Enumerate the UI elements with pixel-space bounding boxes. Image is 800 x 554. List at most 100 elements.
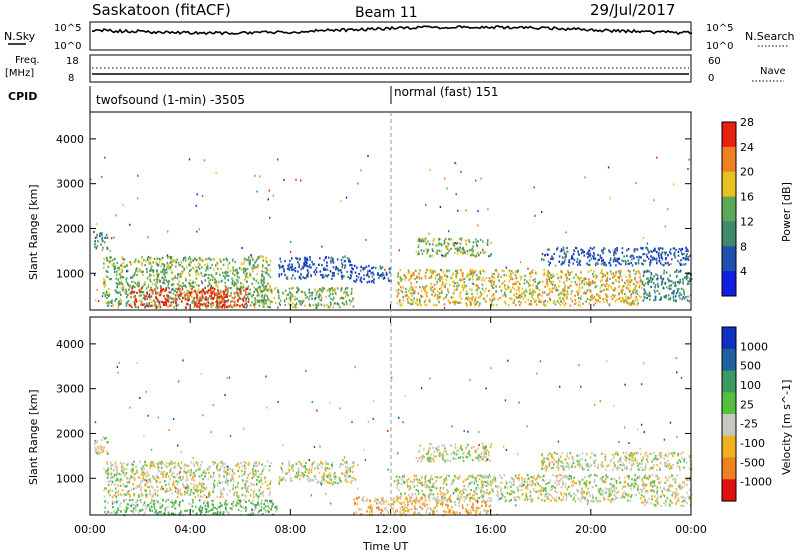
power-cell — [673, 253, 676, 256]
power-cell — [454, 251, 456, 255]
velocity-cell — [119, 504, 121, 507]
power-cell — [647, 294, 650, 298]
power-cell — [147, 295, 150, 298]
power-cell — [451, 301, 454, 304]
power-cell — [204, 298, 206, 301]
power-cell — [443, 274, 446, 277]
power-cell — [539, 300, 541, 303]
freq-tick-top: 18 — [66, 56, 79, 67]
power-cell — [342, 291, 345, 294]
power-cell — [227, 287, 229, 290]
velocity-cell — [243, 473, 245, 476]
power-cell — [305, 260, 308, 263]
power-cell — [328, 306, 331, 309]
power-cell — [314, 297, 316, 300]
power-cell — [298, 300, 300, 303]
power-colorbar-swatch — [722, 122, 736, 148]
velocity-cell — [131, 470, 133, 473]
power-cell — [149, 280, 152, 283]
power-speckle — [475, 179, 477, 182]
power-cell — [656, 274, 659, 277]
power-cell — [675, 248, 677, 251]
velocity-cell — [324, 469, 327, 472]
power-cell — [196, 269, 198, 272]
power-cell — [516, 289, 518, 292]
power-cell — [523, 282, 526, 285]
velocity-cell — [233, 480, 235, 483]
velocity-cell — [111, 496, 114, 499]
power-cell — [345, 286, 347, 289]
power-cell — [341, 287, 343, 290]
velocity-cell — [104, 500, 106, 503]
power-cell — [114, 289, 117, 292]
power-speckle — [111, 237, 113, 240]
power-cell — [246, 272, 248, 275]
power-cell — [172, 301, 174, 304]
power-cell — [447, 242, 450, 246]
power-cell — [196, 283, 198, 287]
power-cell — [93, 230, 95, 234]
power-cell — [136, 291, 138, 294]
velocity-cell — [472, 503, 475, 506]
power-cell — [163, 282, 166, 285]
power-cell — [287, 293, 289, 296]
power-cell — [350, 270, 353, 273]
power-cell — [117, 306, 119, 309]
power-cell — [101, 239, 104, 242]
power-cell — [438, 249, 440, 252]
power-cell — [572, 262, 574, 265]
power-cell — [445, 296, 447, 299]
velocity-cell — [374, 497, 377, 500]
power-cell — [210, 294, 213, 297]
power-speckle — [147, 236, 149, 239]
power-cell — [406, 299, 409, 302]
power-speckle — [135, 258, 137, 261]
power-cell — [626, 279, 628, 282]
power-cell — [513, 287, 515, 290]
power-cell — [544, 285, 546, 288]
velocity-cell — [252, 473, 255, 476]
power-cell — [631, 258, 633, 261]
power-cell — [572, 253, 575, 256]
velocity-cell — [267, 460, 269, 463]
power-cell — [493, 298, 496, 301]
power-speckle — [321, 245, 323, 248]
power-cell — [554, 284, 556, 287]
velocity-cell — [303, 474, 306, 477]
power-cell — [665, 271, 668, 274]
velocity-cell — [280, 479, 282, 482]
velocity-cell — [127, 503, 130, 506]
velocity-cell — [151, 486, 154, 489]
power-cell — [469, 273, 471, 276]
velocity-cell — [261, 513, 264, 516]
power-cell — [381, 275, 383, 278]
power-cell — [420, 238, 422, 241]
power-cell — [141, 285, 144, 288]
power-cell — [630, 261, 632, 264]
velocity-cell — [407, 501, 409, 504]
power-cell — [687, 295, 689, 298]
power-cell — [267, 273, 270, 277]
power-cell — [175, 300, 177, 303]
power-cell — [125, 288, 127, 291]
velocity-cell — [218, 505, 220, 508]
station-title: Saskatoon (fitACF) — [92, 1, 231, 19]
power-cell — [236, 304, 239, 307]
velocity-cell — [363, 500, 365, 503]
power-cell — [602, 275, 604, 278]
power-cell — [426, 250, 429, 253]
power-cell — [685, 249, 687, 252]
power-cell — [677, 250, 680, 253]
velocity-cell — [223, 470, 225, 473]
power-cell — [680, 287, 683, 290]
power-cell — [456, 300, 458, 303]
power-cell — [686, 252, 688, 256]
power-cell — [558, 292, 561, 295]
power-cell — [167, 285, 169, 288]
velocity-cell — [252, 499, 254, 502]
velocity-cell — [281, 462, 284, 465]
velocity-cell — [189, 474, 192, 477]
velocity-cell — [471, 496, 473, 499]
velocity-cell — [257, 501, 259, 504]
power-cell — [259, 300, 261, 303]
